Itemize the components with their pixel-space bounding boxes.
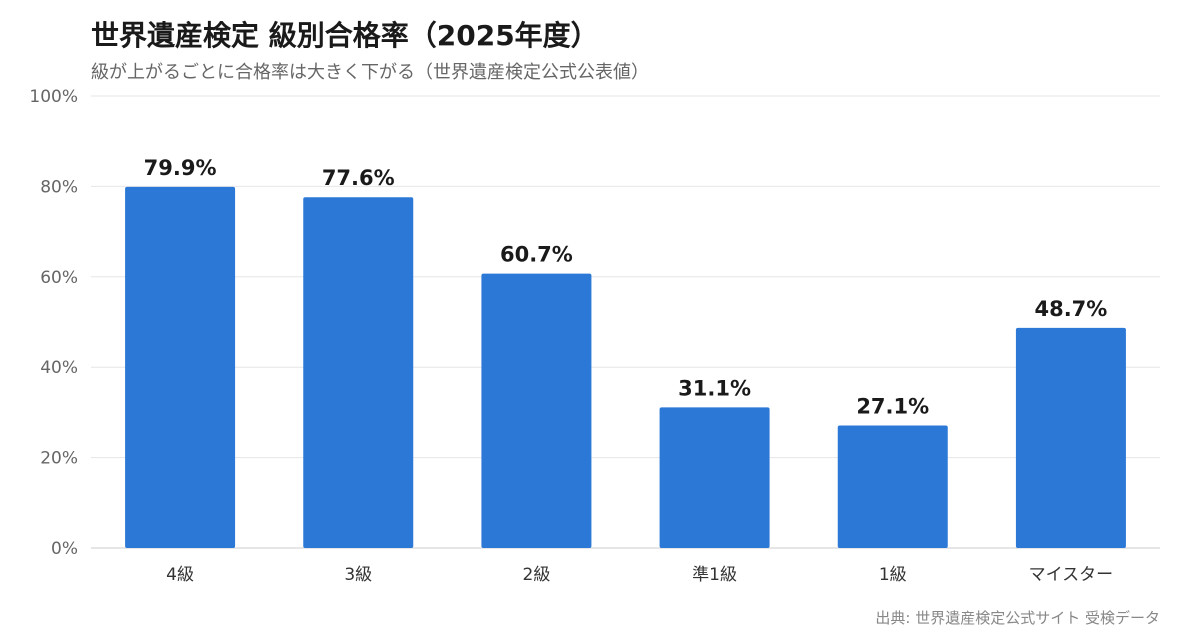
- data-label: 60.7%: [500, 243, 573, 267]
- source-note: 出典: 世界遺産検定公式サイト 受検データ: [875, 609, 1160, 627]
- chart-subtitle: 級が上がるごとに合格率は大きく下がる（世界遺産検定公式公表値）: [91, 62, 649, 83]
- x-tick-label: 4級: [166, 565, 194, 585]
- y-tick-label: 60%: [40, 268, 78, 288]
- y-tick-label: 80%: [40, 177, 78, 197]
- y-tick-label: 40%: [40, 358, 78, 378]
- x-tick-label: 準1級: [692, 565, 737, 585]
- y-tick-label: 100%: [29, 87, 78, 107]
- data-label: 48.7%: [1034, 297, 1107, 321]
- chart-title: 世界遺産検定 級別合格率（2025年度）: [91, 19, 599, 52]
- data-label: 79.9%: [144, 156, 217, 180]
- bar: [481, 273, 592, 548]
- data-label: 27.1%: [856, 395, 929, 419]
- x-tick-label: 1級: [879, 565, 907, 585]
- x-tick-label: マイスター: [1029, 565, 1114, 585]
- bar: [125, 186, 236, 549]
- x-tick-label: 3級: [344, 565, 372, 585]
- data-label: 31.1%: [678, 376, 751, 400]
- y-tick-label: 0%: [51, 539, 78, 559]
- bar: [837, 425, 948, 548]
- bar: [659, 407, 770, 548]
- y-tick-label: 20%: [40, 449, 78, 469]
- bar: [1015, 327, 1126, 548]
- data-label: 77.6%: [322, 166, 395, 190]
- bar: [303, 197, 414, 549]
- x-tick-label: 2級: [523, 565, 551, 585]
